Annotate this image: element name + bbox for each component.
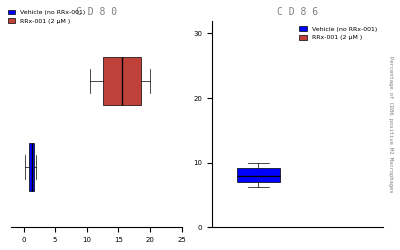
- PathPatch shape: [102, 57, 140, 104]
- Title: C D 8 0: C D 8 0: [76, 7, 117, 17]
- PathPatch shape: [237, 168, 280, 182]
- Legend: Vehicle (no RRx-001), RRx-001 (2 μM ): Vehicle (no RRx-001), RRx-001 (2 μM ): [6, 7, 88, 26]
- PathPatch shape: [28, 143, 34, 191]
- Title: C D 8 6: C D 8 6: [276, 7, 318, 17]
- Legend: Vehicle (no RRx-001), RRx-001 (2 μM ): Vehicle (no RRx-001), RRx-001 (2 μM ): [297, 24, 379, 43]
- Y-axis label: Percentage of CD86 positive M2 Macrophages: Percentage of CD86 positive M2 Macrophag…: [388, 56, 393, 192]
